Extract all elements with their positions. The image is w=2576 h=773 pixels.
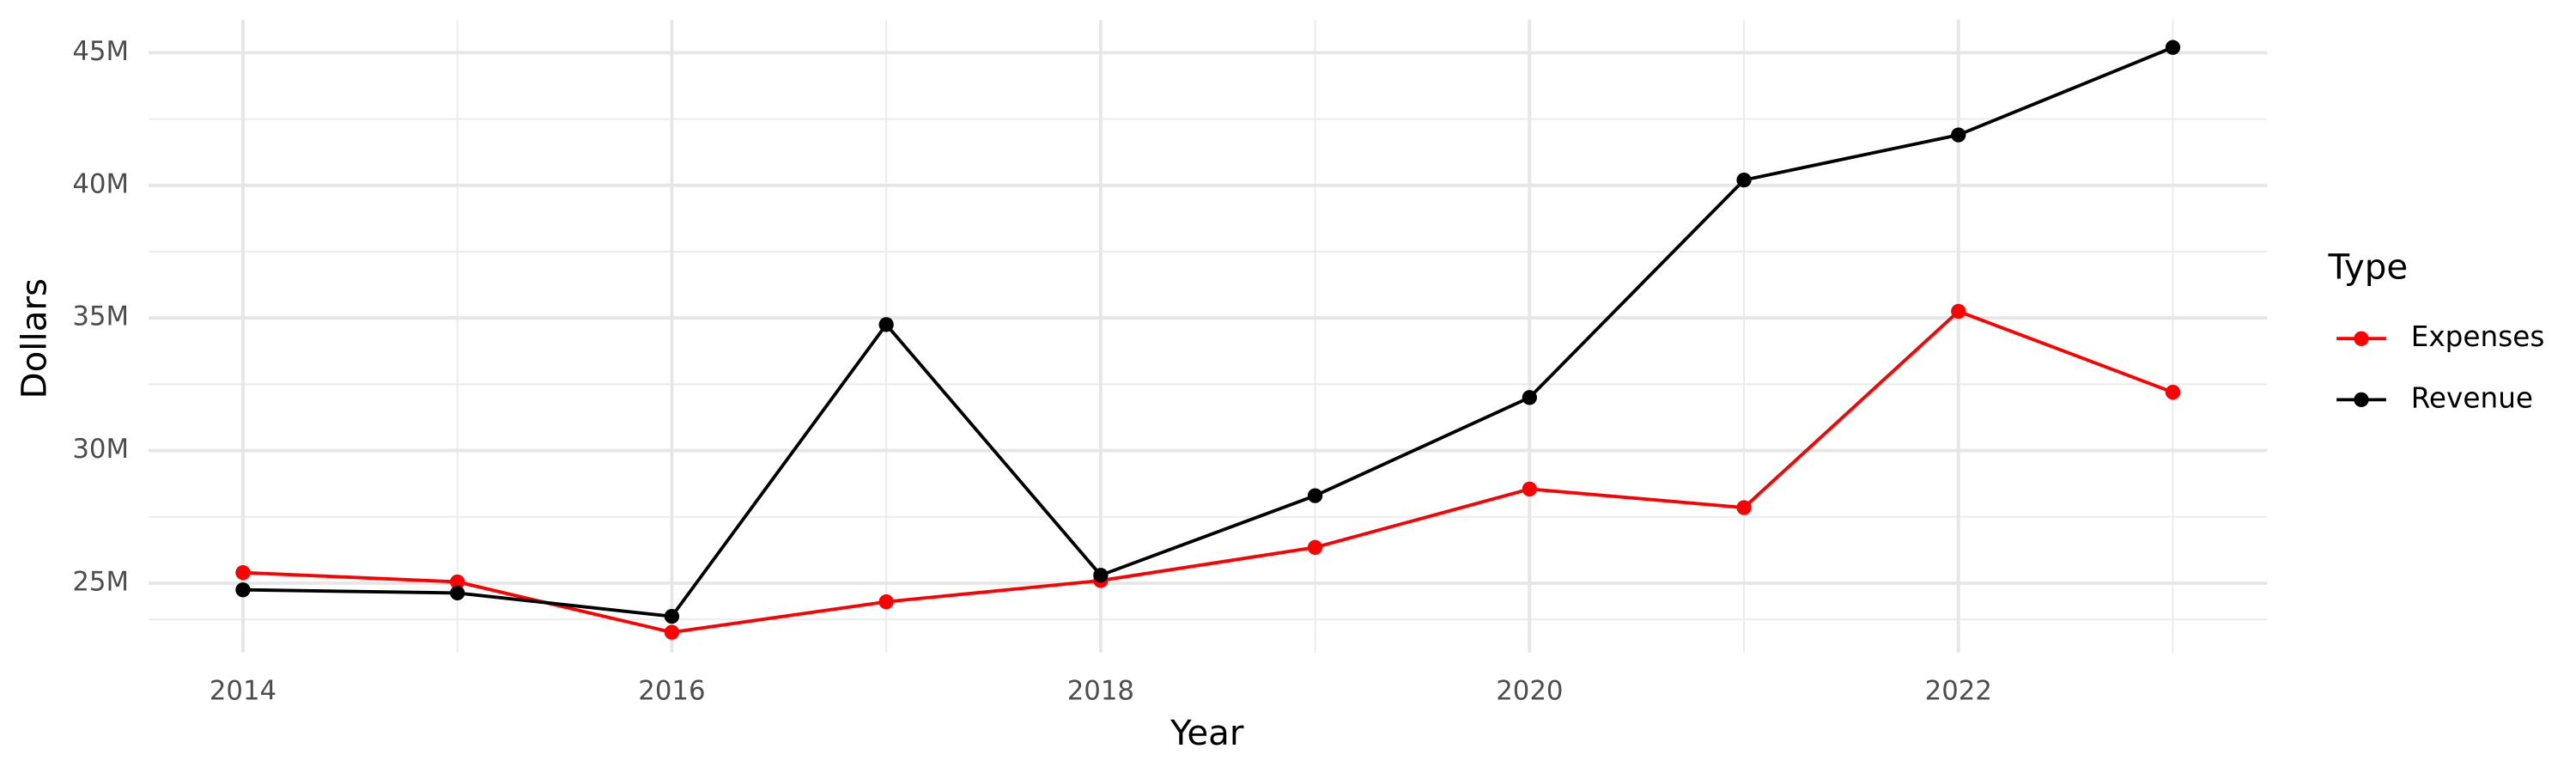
data-point — [878, 317, 894, 332]
data-point — [1093, 568, 1109, 583]
data-point — [1307, 488, 1323, 503]
x-tick-label: 2020 — [1496, 675, 1563, 706]
y-tick-label: 30M — [72, 434, 129, 465]
data-point — [235, 582, 251, 598]
data-point — [878, 593, 894, 610]
legend-label: Expenses — [2411, 320, 2545, 353]
legend-key-point — [2354, 392, 2369, 408]
x-tick-label: 2018 — [1067, 675, 1134, 706]
series — [235, 40, 2181, 624]
y-tick-label: 45M — [72, 36, 129, 67]
series-line — [242, 46, 2174, 618]
data-point — [1522, 390, 1537, 405]
data-point — [1951, 127, 1966, 143]
x-tick-label: 2022 — [1925, 675, 1992, 706]
y-tick-label: 35M — [72, 301, 129, 332]
data-point — [235, 565, 251, 581]
y-tick-label: 40M — [72, 168, 129, 199]
series-line — [242, 309, 2174, 635]
data-point — [2165, 40, 2181, 55]
legend-item: Revenue — [2336, 381, 2533, 414]
data-point — [1736, 500, 1752, 515]
legend-title: Type — [2328, 247, 2409, 287]
data-point — [664, 608, 680, 624]
x-axis-title: Year — [1170, 713, 1244, 753]
grid — [149, 20, 2268, 653]
legend-key-point — [2354, 331, 2369, 346]
data-point — [450, 585, 465, 601]
data-point — [1307, 539, 1323, 555]
data-point — [2165, 385, 2181, 400]
data-point — [1522, 481, 1537, 497]
data-point — [1736, 172, 1752, 188]
data-point — [664, 624, 680, 640]
y-axis-title: Dollars — [14, 278, 54, 399]
data-point — [450, 574, 465, 590]
data-point — [1951, 303, 1966, 320]
x-tick-label: 2014 — [210, 675, 276, 706]
y-tick-label: 25M — [72, 567, 129, 598]
legend-item: Expenses — [2336, 320, 2544, 353]
x-tick-label: 2016 — [638, 675, 705, 706]
series — [235, 303, 2181, 640]
legend-label: Revenue — [2411, 381, 2533, 414]
